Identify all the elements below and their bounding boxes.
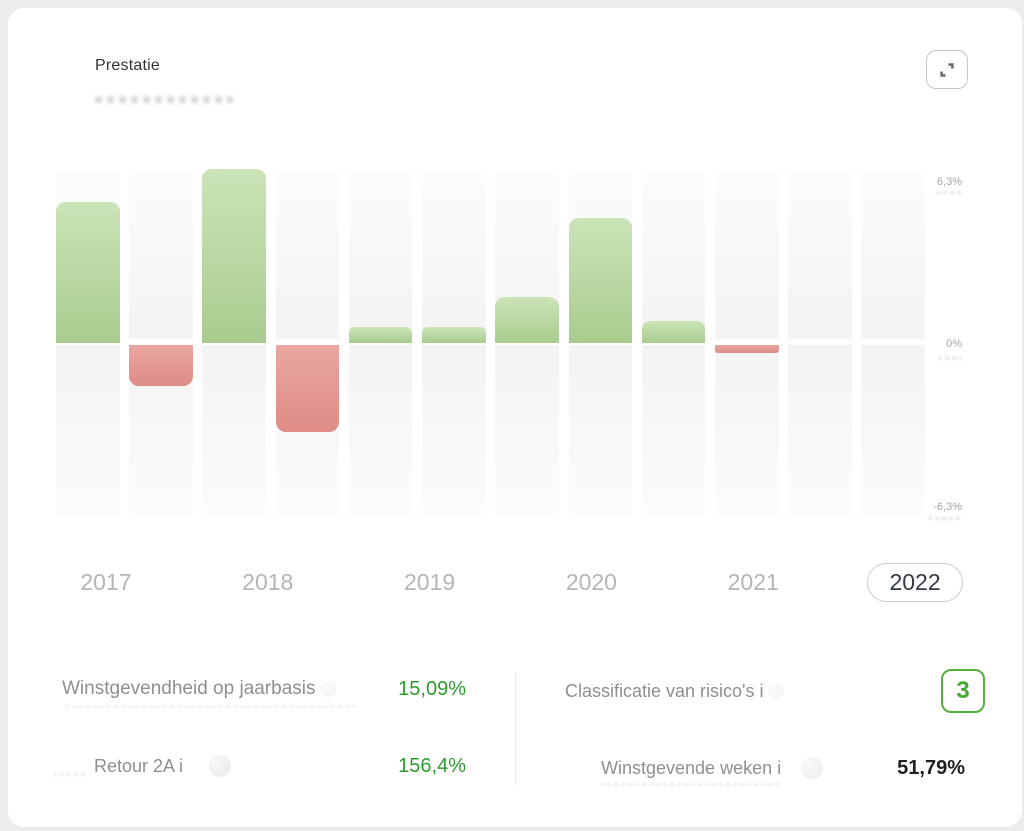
info-icon[interactable] [801, 757, 824, 779]
bar-track-upper [861, 173, 925, 339]
info-icon[interactable] [319, 681, 336, 697]
bar-track-lower [202, 345, 266, 515]
return-2a-value: 156,4% [398, 754, 466, 777]
chart-bar-2019-h1[interactable] [348, 173, 413, 515]
bar-track-lower [861, 345, 925, 515]
year-tab-2022[interactable]: 2022 [834, 560, 996, 604]
page-title: Prestatie [95, 57, 160, 74]
year-tab-2017[interactable]: 2017 [25, 560, 187, 604]
bar-track-upper [348, 173, 413, 339]
negative-bar [275, 345, 340, 432]
expand-button[interactable] [926, 50, 968, 89]
chart-bar-2018-h1[interactable] [202, 169, 266, 515]
blur-artifact [600, 783, 780, 786]
year-selected-pill[interactable]: 2022 [867, 562, 963, 602]
bar-track-upper [422, 173, 486, 339]
y-tick-min: -6,3% [933, 501, 962, 513]
profitable-weeks-value: 51,79% [897, 756, 965, 779]
profitable-weeks-label: Winstgevende weken i [601, 757, 782, 778]
negative-bar [129, 345, 193, 386]
year-label[interactable]: 2018 [242, 568, 294, 595]
info-icon[interactable] [767, 683, 784, 699]
bar-track-upper [641, 173, 706, 339]
bar-track-lower [348, 345, 413, 515]
positive-bar [422, 327, 486, 343]
stat-row-annual-profitability: Winstgevendheid op jaarbasis 15,09% [62, 671, 466, 707]
bar-track-lower [568, 345, 633, 515]
blur-artifact [65, 705, 355, 708]
positive-bar [348, 327, 413, 343]
bar-track-upper [129, 173, 193, 339]
positive-bar [568, 218, 633, 343]
expand-icon [938, 61, 956, 79]
chart-bar-2019-h2[interactable] [422, 173, 486, 515]
year-label[interactable]: 2021 [727, 568, 779, 595]
year-tab-2020[interactable]: 2020 [510, 560, 672, 604]
positive-bar [56, 202, 120, 343]
annual-profitability-label: Winstgevendheid op jaarbasis [62, 678, 316, 699]
bar-track-lower [788, 345, 852, 515]
blur-artifact [936, 191, 962, 194]
performance-card: Prestatie 6,3% 0% -6,3% 2017 2018 2019 2020… [8, 8, 1022, 827]
stat-row-return-2a: Retour 2A i 156,4% [62, 748, 466, 784]
return-2a-label: Retour 2A i [94, 755, 184, 776]
chart-bar-2021-h2[interactable] [714, 173, 779, 515]
year-tab-2019[interactable]: 2019 [349, 560, 511, 604]
positive-bar [641, 321, 706, 343]
bar-track-lower [495, 345, 559, 515]
risk-classification-label: Classificatie van risico's i [565, 680, 764, 701]
y-tick-zero: 0% [946, 338, 962, 350]
blur-artifact [938, 357, 962, 360]
y-tick-max: 6,3% [936, 176, 962, 188]
bar-track-lower [422, 345, 486, 515]
chart-bar-2021-h1[interactable] [641, 173, 706, 515]
annual-profitability-value: 15,09% [398, 677, 466, 700]
blur-artifact [928, 517, 962, 520]
year-label[interactable]: 2019 [403, 568, 456, 595]
bar-track-upper [788, 173, 852, 339]
chart-bar-2022-h1[interactable] [788, 173, 852, 515]
chart-bar-2017-h2[interactable] [129, 173, 193, 515]
positive-bar [495, 297, 559, 343]
bar-track-upper [714, 173, 779, 339]
year-selector: 2017 2018 2019 2020 2021 2022 [25, 560, 996, 604]
positive-bar [202, 169, 266, 343]
chart-bar-2020-h1[interactable] [495, 173, 559, 515]
chart-bar-2017-h1[interactable] [56, 173, 120, 515]
info-icon[interactable] [209, 755, 232, 777]
performance-chart [56, 169, 925, 515]
stats-divider [515, 672, 516, 785]
year-tab-2021[interactable]: 2021 [672, 560, 834, 604]
risk-score-badge: 3 [941, 669, 985, 713]
negative-bar [714, 345, 779, 353]
chart-bar-2018-h2[interactable] [275, 173, 340, 515]
blur-artifact [53, 773, 88, 776]
blurred-subtitle [95, 96, 233, 103]
year-label[interactable]: 2017 [80, 568, 132, 595]
stat-row-profitable-weeks: Winstgevende weken i 51,79% [565, 750, 985, 786]
chart-bar-2020-h2[interactable] [568, 173, 633, 515]
stat-row-risk-classification: Classificatie van risico's i 3 [565, 668, 985, 714]
bar-track-lower [641, 345, 706, 515]
chart-bar-2022-h2[interactable] [861, 173, 925, 515]
bar-track-lower [714, 345, 779, 515]
year-tab-2018[interactable]: 2018 [187, 560, 349, 604]
bar-track-upper [275, 173, 340, 339]
year-label[interactable]: 2020 [565, 568, 617, 595]
bar-track-lower [56, 345, 120, 515]
